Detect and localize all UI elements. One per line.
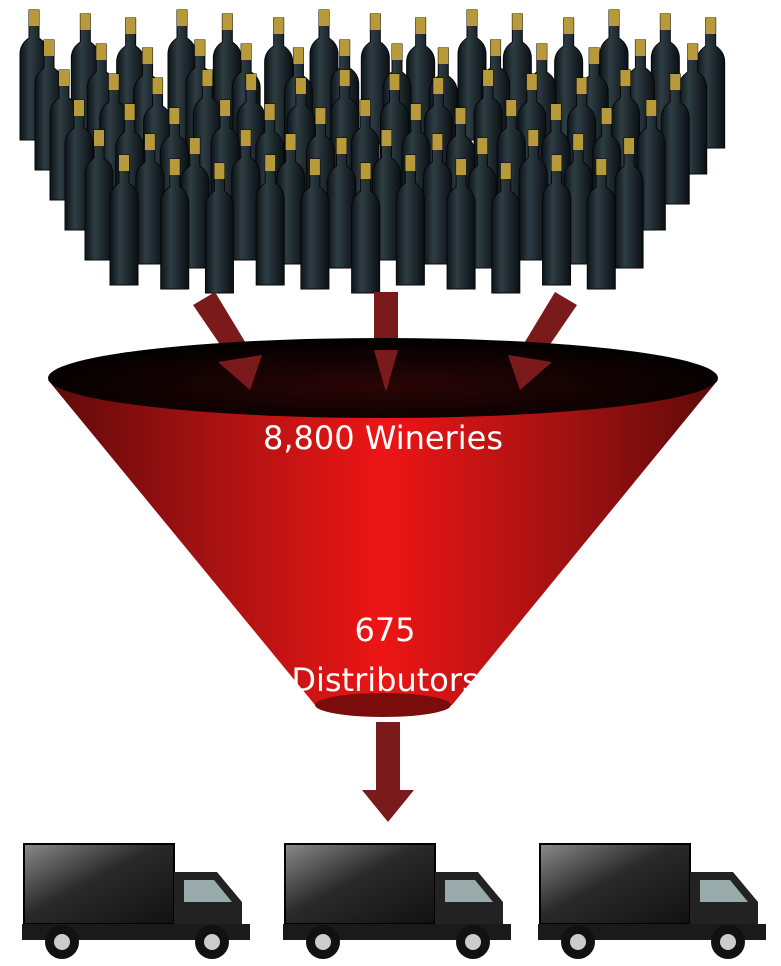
bottle-cap: [220, 100, 230, 116]
bottle-cap: [125, 104, 135, 120]
bottle-cap: [432, 134, 442, 150]
truck: [22, 844, 250, 959]
funnel: 8,800 Wineries 675 Distributors: [48, 338, 718, 717]
bottle-cap: [537, 44, 547, 60]
page: {"funnel": {"top_label": "8,800 Wineries…: [0, 0, 781, 966]
bottle-cap: [119, 155, 129, 171]
bottle-cap: [660, 14, 670, 30]
bottle-cap: [405, 155, 415, 171]
bottle-cap: [153, 78, 163, 94]
bottle-cap: [577, 78, 587, 94]
bottle-cap: [246, 74, 256, 90]
distributors-label: Distributors: [291, 661, 478, 699]
bottle-cap: [274, 18, 284, 34]
bottle-cap: [609, 10, 619, 26]
bottle-cap: [296, 78, 306, 94]
bottle-cap: [390, 74, 400, 90]
bottle-cap: [501, 163, 511, 179]
bottle-cap: [411, 104, 421, 120]
bottle-cap: [646, 100, 656, 116]
bottle-cap: [74, 100, 84, 116]
bottle-cap: [265, 155, 275, 171]
bottle-cap: [286, 134, 296, 150]
bottle-cap: [340, 70, 350, 86]
bottle-cap: [94, 130, 104, 146]
bottle-cap: [620, 70, 630, 86]
wine-bottles: [20, 10, 725, 293]
bottle-cap: [169, 108, 179, 124]
bottle-cap: [310, 159, 320, 175]
bottle-cap: [624, 138, 634, 154]
wine-distribution-diagram: 8,800 Wineries 675 Distributors: [0, 0, 781, 966]
bottle-cap: [456, 159, 466, 175]
bottle-cap: [506, 100, 516, 116]
wineries-label: 8,800 Wineries: [263, 419, 503, 457]
bottle-cap: [109, 74, 119, 90]
bottle-cap: [706, 18, 716, 34]
distributors-count: 675: [354, 611, 415, 649]
bottle-cap: [635, 40, 645, 56]
bottle-cap: [315, 108, 325, 124]
bottle-cap: [143, 48, 153, 64]
bottle-cap: [491, 40, 501, 56]
bottle-cap: [265, 104, 275, 120]
bottle-cap: [222, 14, 232, 30]
bottle-cap: [361, 163, 371, 179]
bottle-cap: [552, 155, 562, 171]
truck: [283, 844, 511, 959]
bottle-cap: [202, 70, 212, 86]
bottle-cap: [80, 14, 90, 30]
bottle-cap: [573, 134, 583, 150]
bottle-cap: [145, 134, 155, 150]
bottle-cap: [392, 44, 402, 60]
bottle-cap: [214, 163, 224, 179]
bottle-cap: [467, 10, 477, 26]
bottle-cap: [602, 108, 612, 124]
bottle-cap: [177, 10, 187, 26]
bottle-cap: [416, 18, 426, 34]
bottle-cap: [433, 78, 443, 94]
bottle-cap: [241, 130, 251, 146]
bottle-cap: [241, 44, 251, 60]
bottle-cap: [190, 138, 200, 154]
truck: [538, 844, 766, 959]
bottle-cap: [596, 159, 606, 175]
bottle-cap: [670, 74, 680, 90]
arrow-out: [362, 722, 414, 822]
bottle-cap: [337, 138, 347, 154]
bottle-cap: [126, 18, 136, 34]
bottle-cap: [340, 40, 350, 56]
bottle-cap: [438, 48, 448, 64]
bottle-cap: [370, 14, 380, 30]
bottle-cap: [564, 18, 574, 34]
bottle-cap: [483, 70, 493, 86]
bottle-cap: [456, 108, 466, 124]
bottle-cap: [170, 159, 180, 175]
bottle-cap: [382, 130, 392, 146]
bottle-cap: [195, 40, 205, 56]
bottle-cap: [512, 14, 522, 30]
bottle-cap: [360, 100, 370, 116]
bottle-cap: [688, 44, 698, 60]
bottle-cap: [527, 74, 537, 90]
bottle-cap: [528, 130, 538, 146]
bottle-cap: [29, 10, 39, 26]
bottle-cap: [589, 48, 599, 64]
bottle-cap: [319, 10, 329, 26]
bottle-cap: [59, 70, 69, 86]
bottle-cap: [96, 44, 106, 60]
bottle-cap: [477, 138, 487, 154]
bottle-cap: [293, 48, 303, 64]
bottle-cap: [551, 104, 561, 120]
bottle-cap: [44, 40, 54, 56]
